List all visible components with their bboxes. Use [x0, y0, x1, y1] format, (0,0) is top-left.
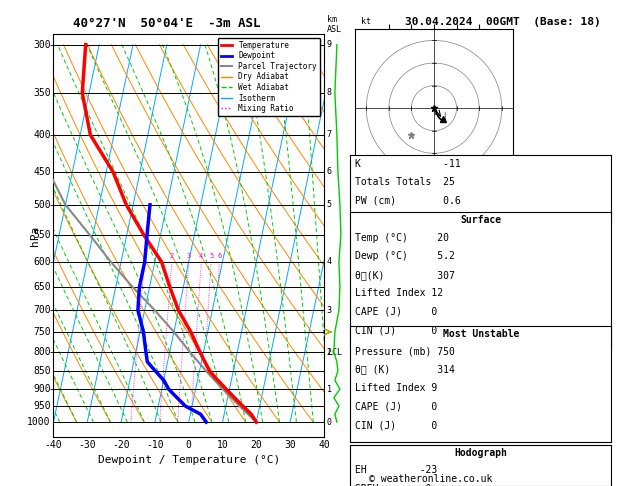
- Text: 400: 400: [33, 130, 51, 140]
- Text: Surface: Surface: [460, 215, 501, 226]
- Text: 1: 1: [326, 384, 331, 394]
- Text: 550: 550: [33, 230, 51, 240]
- Text: 350: 350: [33, 88, 51, 98]
- Text: SREH       -0: SREH -0: [355, 484, 431, 486]
- Text: PW (cm)        0.6: PW (cm) 0.6: [355, 196, 461, 206]
- Text: CAPE (J)     0: CAPE (J) 0: [355, 401, 438, 412]
- Text: 6: 6: [326, 167, 331, 176]
- Text: 0: 0: [326, 417, 331, 427]
- Text: Temp (°C)     20: Temp (°C) 20: [355, 233, 449, 243]
- Text: 5: 5: [209, 253, 213, 260]
- Text: 1: 1: [142, 253, 147, 260]
- Text: Most Unstable: Most Unstable: [443, 329, 519, 339]
- Text: θᴄ(K)         307: θᴄ(K) 307: [355, 270, 455, 280]
- Text: Totals Totals  25: Totals Totals 25: [355, 177, 455, 188]
- Text: Hodograph: Hodograph: [454, 448, 508, 458]
- Text: LCL: LCL: [326, 347, 342, 357]
- Text: 1000: 1000: [27, 417, 51, 427]
- Text: 3: 3: [187, 253, 191, 260]
- Text: 950: 950: [33, 401, 51, 411]
- Text: 850: 850: [33, 366, 51, 376]
- Text: Lifted Index 9: Lifted Index 9: [355, 383, 438, 393]
- Text: 700: 700: [33, 305, 51, 315]
- Text: 10: 10: [216, 440, 228, 451]
- Text: kt: kt: [361, 17, 371, 26]
- Legend: Temperature, Dewpoint, Parcel Trajectory, Dry Adiabat, Wet Adiabat, Isotherm, Mi: Temperature, Dewpoint, Parcel Trajectory…: [218, 38, 320, 116]
- Text: 40: 40: [318, 440, 330, 451]
- Text: 5: 5: [326, 200, 331, 209]
- Text: Dewpoint / Temperature (°C): Dewpoint / Temperature (°C): [97, 455, 280, 465]
- Text: Mixing Ratio (g/kg): Mixing Ratio (g/kg): [363, 221, 372, 315]
- Text: 300: 300: [33, 40, 51, 50]
- Text: 20: 20: [250, 440, 262, 451]
- Text: -30: -30: [79, 440, 96, 451]
- Text: 900: 900: [33, 384, 51, 394]
- Text: 3: 3: [326, 306, 331, 315]
- Text: Pressure (mb) 750: Pressure (mb) 750: [355, 346, 455, 356]
- Text: hPa: hPa: [30, 226, 40, 246]
- Text: 6: 6: [218, 253, 221, 260]
- Text: CAPE (J)     0: CAPE (J) 0: [355, 307, 438, 317]
- Text: 2: 2: [170, 253, 174, 260]
- Text: θᴄ (K)        314: θᴄ (K) 314: [355, 364, 455, 375]
- Text: Lifted Index 12: Lifted Index 12: [355, 288, 443, 298]
- Text: 30: 30: [284, 440, 296, 451]
- Text: 9: 9: [326, 40, 331, 49]
- Text: 7: 7: [326, 130, 331, 139]
- Text: CIN (J)      0: CIN (J) 0: [355, 420, 438, 430]
- Text: -20: -20: [112, 440, 130, 451]
- Text: 450: 450: [33, 167, 51, 177]
- Text: 40°27'N  50°04'E  -3m ASL: 40°27'N 50°04'E -3m ASL: [73, 17, 260, 30]
- Text: 750: 750: [33, 327, 51, 337]
- Text: 2: 2: [326, 347, 331, 357]
- Text: 4: 4: [326, 258, 331, 266]
- Text: km
ASL: km ASL: [326, 15, 342, 34]
- Text: 500: 500: [33, 200, 51, 210]
- Text: EH         -23: EH -23: [355, 465, 438, 475]
- Text: 650: 650: [33, 282, 51, 292]
- Text: CIN (J)      0: CIN (J) 0: [355, 325, 438, 335]
- Text: 4: 4: [199, 253, 203, 260]
- Text: -10: -10: [146, 440, 164, 451]
- Text: Dewp (°C)     5.2: Dewp (°C) 5.2: [355, 251, 455, 261]
- Text: 800: 800: [33, 347, 51, 357]
- Text: © weatheronline.co.uk: © weatheronline.co.uk: [369, 473, 493, 484]
- Text: 600: 600: [33, 257, 51, 267]
- Text: 30.04.2024  00GMT  (Base: 18): 30.04.2024 00GMT (Base: 18): [405, 17, 601, 27]
- Text: 0: 0: [186, 440, 192, 451]
- Text: 8: 8: [326, 88, 331, 98]
- Text: K              -11: K -11: [355, 159, 461, 169]
- Text: -40: -40: [45, 440, 62, 451]
